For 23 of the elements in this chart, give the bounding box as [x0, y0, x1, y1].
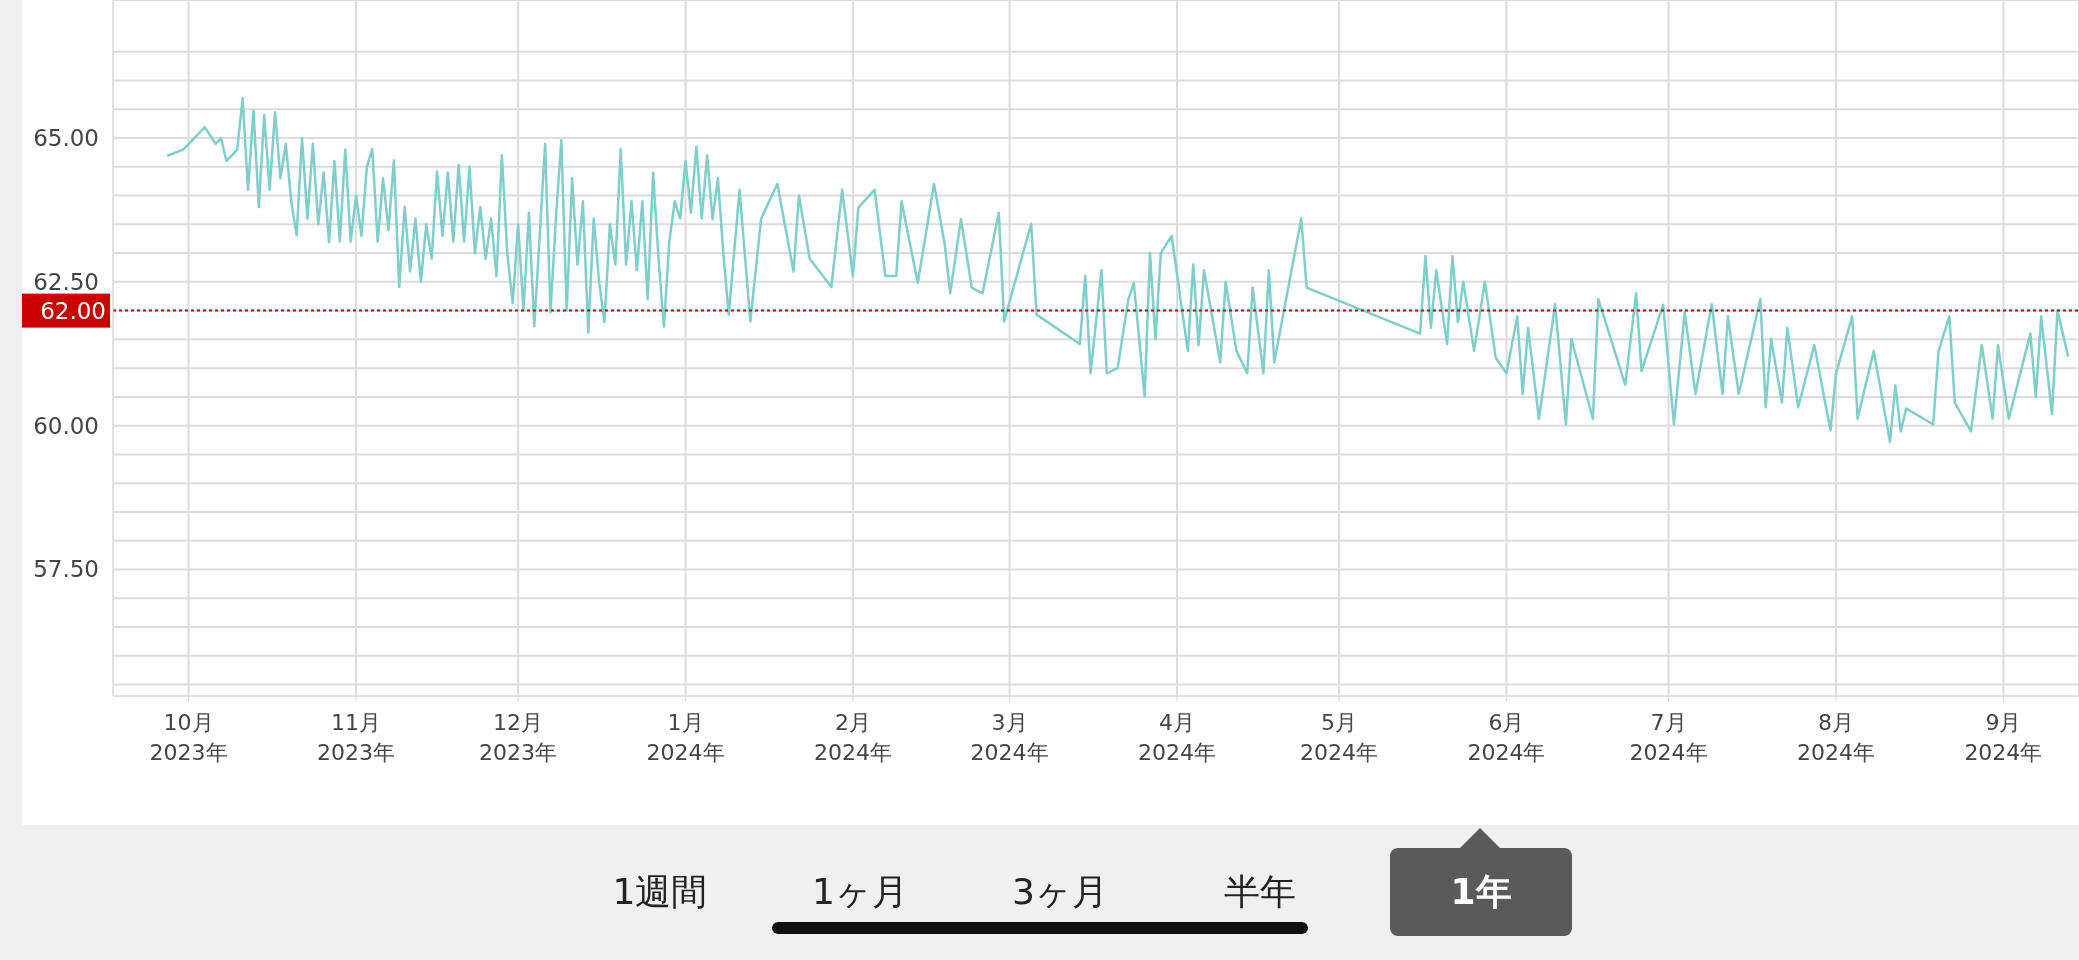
y-tick-label: 60.00 — [33, 412, 99, 439]
text: 1年 — [1450, 869, 1512, 914]
x-tick-label: 6月 2024年 — [1467, 710, 1546, 765]
x-tick-label: 4月 2024年 — [1138, 710, 1217, 765]
x-tick-label: 3月 2024年 — [970, 710, 1049, 765]
text: 3ヶ月 — [1012, 869, 1108, 914]
x-tick-label: 10月 2023年 — [149, 710, 228, 765]
x-tick-label: 9月 2024年 — [1964, 710, 2043, 765]
y-tick-label: 57.50 — [33, 556, 99, 583]
line-series — [165, 97, 2070, 444]
x-tick-label: 1月 2024年 — [646, 710, 725, 765]
x-tick-label: 7月 2024年 — [1629, 710, 1708, 765]
text: 1週間 — [612, 869, 708, 914]
x-tick-label: 5月 2024年 — [1300, 710, 1379, 765]
text: 半年 — [1224, 869, 1296, 914]
y-tick-label: 65.00 — [33, 125, 99, 152]
x-tick-label: 8月 2024年 — [1796, 710, 1875, 765]
x-tick-label: 12月 2023年 — [479, 710, 558, 765]
ref-line-label: 62.00 — [40, 297, 106, 324]
x-tick-label: 11月 2023年 — [317, 710, 396, 765]
x-tick-label: 2月 2024年 — [813, 710, 892, 765]
text: 1ヶ月 — [812, 869, 908, 914]
y-tick-label: 62.50 — [33, 268, 99, 295]
